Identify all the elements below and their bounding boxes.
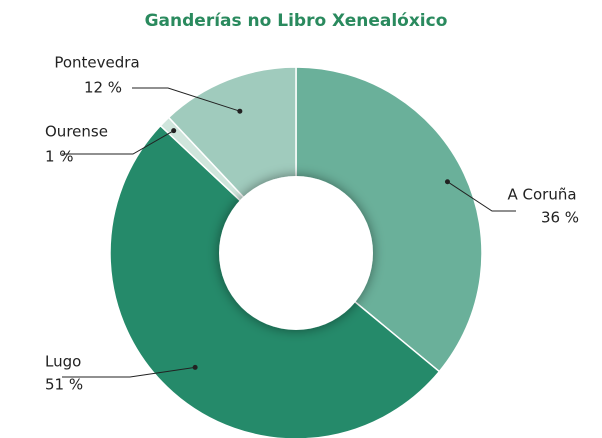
slice-label: Pontevedra — [54, 54, 139, 72]
leader-dot — [237, 108, 243, 114]
slices — [109, 66, 483, 438]
slice-value-label: 36 % — [541, 209, 579, 227]
leader-line — [132, 87, 241, 112]
leader-line — [62, 366, 196, 378]
donut-hole — [219, 176, 373, 330]
slice-value-label: 51 % — [45, 376, 83, 394]
leader-dot — [192, 364, 198, 370]
leader-dot — [444, 179, 450, 185]
slice-value-label: 1 % — [45, 148, 74, 166]
leader-line — [62, 130, 174, 155]
chart-title: Ganderías no Libro Xenealóxico — [145, 11, 448, 31]
slice-value-label: 12 % — [84, 79, 122, 97]
slice-label: A Coruña — [507, 186, 576, 204]
leader-line — [447, 181, 516, 212]
leader-dot — [171, 128, 177, 134]
slice-label: Lugo — [45, 353, 81, 371]
slice-label: Ourense — [45, 123, 108, 141]
